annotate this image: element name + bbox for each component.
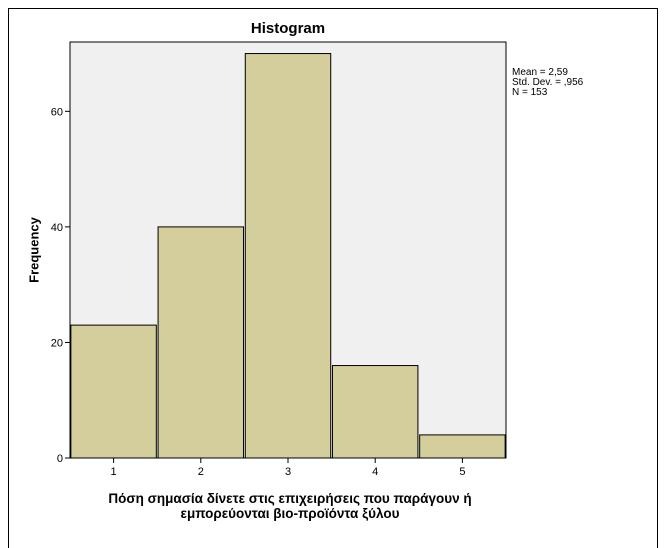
stats-box: Mean = 2,59 Std. Dev. = ,956 N = 153 bbox=[512, 68, 583, 98]
y-tick-label: 60 bbox=[51, 106, 63, 118]
x-tick-label: 4 bbox=[372, 466, 378, 478]
x-axis-label: Πόση σημασία δίνετε στις επιχειρήσεις πο… bbox=[40, 491, 540, 521]
x-axis-label-line-1: Πόση σημασία δίνετε στις επιχειρήσεις πο… bbox=[108, 491, 472, 506]
bar-1 bbox=[70, 324, 157, 459]
histogram-chart: 0 20 40 60 1 2 3 4 5 bbox=[51, 41, 507, 478]
bar-3 bbox=[244, 53, 332, 459]
bar-2 bbox=[157, 226, 245, 459]
y-tick-label: 20 bbox=[51, 337, 63, 349]
y-axis-label: Frequency bbox=[26, 217, 42, 283]
stat-mean: Mean = 2,59 bbox=[512, 67, 568, 78]
x-tick-label: 3 bbox=[285, 466, 291, 478]
stat-std-dev: Std. Dev. = ,956 bbox=[512, 77, 584, 88]
y-tick-label: 40 bbox=[51, 222, 63, 234]
y-tick-label: 0 bbox=[57, 453, 63, 465]
stat-n: N = 153 bbox=[512, 87, 548, 98]
x-axis-label-line-2: εμπορεύονται βιο-προϊόντα ξύλου bbox=[180, 506, 400, 521]
chart-frame bbox=[8, 8, 658, 548]
bars-layer bbox=[70, 53, 506, 459]
bar-5 bbox=[419, 434, 506, 459]
x-tick-label: 5 bbox=[459, 466, 465, 478]
x-tick-label: 2 bbox=[198, 466, 204, 478]
chart-title: Histogram bbox=[250, 20, 326, 37]
x-tick-label: 1 bbox=[111, 466, 117, 478]
x-axis: 1 2 3 4 5 bbox=[111, 458, 465, 478]
y-axis: 0 20 40 60 bbox=[51, 106, 70, 465]
bar-4 bbox=[331, 365, 419, 459]
